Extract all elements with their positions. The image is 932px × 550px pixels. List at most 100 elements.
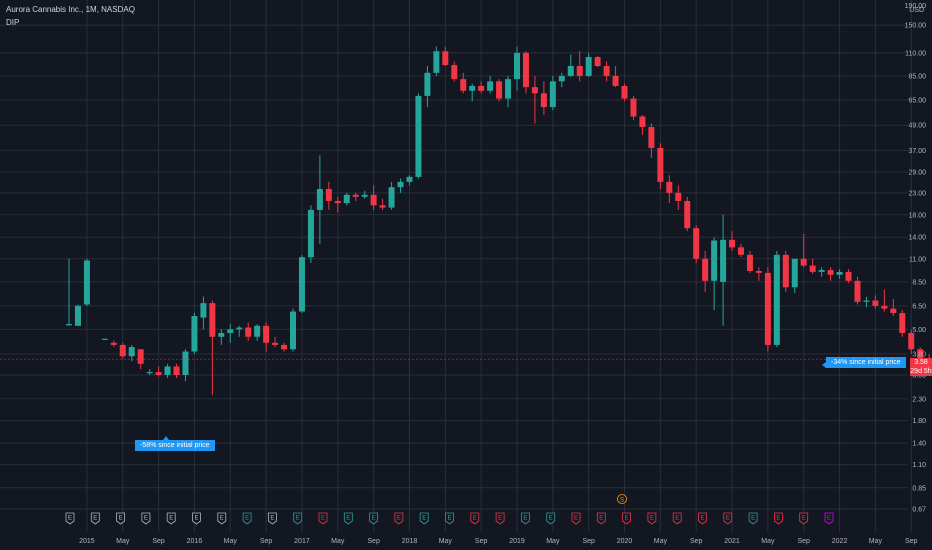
price-tick: 0.67 bbox=[912, 507, 926, 514]
candle-up bbox=[101, 338, 108, 340]
time-axis[interactable]: 2015 May Sep 2016 May Sep 2017 May Sep 2018 May Sep… bbox=[79, 538, 932, 545]
candle-up bbox=[227, 329, 234, 333]
candle-down bbox=[755, 270, 762, 273]
earnings-label: E bbox=[447, 516, 451, 522]
earnings-icon bbox=[293, 512, 303, 525]
candle-up bbox=[514, 52, 520, 80]
earnings-icon bbox=[445, 512, 454, 525]
candle-up bbox=[343, 194, 350, 204]
time-tick: 2015 bbox=[79, 538, 95, 545]
price-tick: 150.00 bbox=[905, 23, 927, 30]
candle-down bbox=[478, 85, 485, 91]
note-current-drawdown[interactable]: -34% since initial price bbox=[826, 357, 906, 368]
price-tick: 18.00 bbox=[908, 212, 926, 219]
earnings-label: E bbox=[574, 516, 578, 522]
candle-down bbox=[594, 57, 601, 66]
candle-up bbox=[433, 51, 440, 73]
earnings-icon bbox=[571, 512, 581, 525]
earnings-icon bbox=[470, 512, 480, 525]
candle-up bbox=[585, 57, 592, 76]
price-tick: 85.00 bbox=[908, 73, 926, 80]
earnings-icon bbox=[495, 512, 505, 525]
time-tick: 2022 bbox=[832, 538, 848, 545]
candle-down bbox=[603, 65, 610, 76]
candle-down bbox=[334, 200, 341, 204]
candle-down bbox=[693, 228, 700, 259]
price-tick: 14.00 bbox=[908, 235, 926, 242]
earnings-icon bbox=[824, 512, 834, 525]
earnings-label: E bbox=[498, 516, 502, 522]
price-tick: 37.00 bbox=[908, 148, 926, 155]
earnings-icon bbox=[394, 512, 404, 525]
earnings-label: E bbox=[93, 516, 97, 522]
candle-up bbox=[773, 254, 780, 345]
candle-up bbox=[200, 303, 207, 318]
earnings-icon bbox=[698, 512, 707, 525]
price-tick: 110.00 bbox=[905, 50, 926, 57]
candle-up bbox=[549, 81, 556, 108]
time-tick: May bbox=[224, 538, 238, 545]
candle-up bbox=[182, 351, 189, 375]
time-tick: Sep bbox=[152, 538, 165, 545]
time-tick: Sep bbox=[475, 538, 488, 545]
earnings-icon bbox=[369, 512, 378, 525]
time-tick: 2021 bbox=[724, 538, 740, 545]
price-tick: 8.50 bbox=[912, 279, 926, 286]
earnings-label: E bbox=[650, 516, 654, 522]
earnings-label: E bbox=[245, 516, 249, 522]
candle-up bbox=[361, 194, 368, 197]
candle-down bbox=[137, 349, 144, 364]
candle-down bbox=[809, 265, 816, 272]
candle-down bbox=[738, 247, 744, 255]
earnings-label: E bbox=[296, 516, 300, 522]
candle-down bbox=[764, 272, 771, 345]
price-tick: 1.10 bbox=[912, 462, 926, 469]
candle-up bbox=[711, 240, 718, 281]
time-tick: May bbox=[331, 538, 345, 545]
price-axis[interactable]: 150.00 110.00 85.00 65.00 49.00 37.00 29.00 23.… bbox=[905, 3, 927, 514]
currency-unit: USD bbox=[909, 7, 924, 14]
price-tick: 49.00 bbox=[908, 123, 926, 130]
candle-down bbox=[872, 300, 879, 306]
earnings-label: E bbox=[523, 516, 527, 522]
candle-down bbox=[325, 189, 332, 201]
price-tick: 6.50 bbox=[912, 303, 926, 310]
candle-down bbox=[442, 51, 449, 66]
time-tick: Sep bbox=[690, 538, 703, 545]
earnings-label: E bbox=[625, 516, 629, 522]
earnings-label: E bbox=[270, 516, 274, 522]
candle-up bbox=[863, 300, 870, 302]
earnings-label: E bbox=[119, 516, 123, 522]
earnings-icon bbox=[268, 512, 277, 525]
candle-up bbox=[469, 85, 476, 91]
candle-down bbox=[576, 65, 583, 76]
time-tick: May bbox=[761, 538, 775, 545]
candle-up bbox=[128, 347, 135, 357]
time-tick: 2016 bbox=[187, 538, 203, 545]
earnings-icon bbox=[419, 512, 429, 525]
price-tick: 5.00 bbox=[912, 327, 926, 334]
time-tick: May bbox=[869, 538, 883, 545]
candle-up bbox=[558, 75, 565, 82]
earnings-icon bbox=[217, 512, 227, 525]
note-low-drawdown[interactable]: -58% since initial price bbox=[135, 440, 215, 451]
chart-title: Aurora Cannabis Inc., 1M, NASDAQ bbox=[6, 5, 135, 14]
price-tick: 11.00 bbox=[909, 256, 926, 263]
note-current-pointer bbox=[822, 362, 826, 368]
time-tick: Sep bbox=[582, 538, 595, 545]
candle-down bbox=[917, 349, 924, 359]
candle-up bbox=[254, 325, 261, 337]
price-tick-top: 190.00 bbox=[905, 3, 927, 10]
candle-down bbox=[675, 192, 682, 201]
candle-up bbox=[316, 189, 323, 210]
indicator-label[interactable]: DIP bbox=[6, 18, 20, 27]
candle-down bbox=[908, 332, 915, 350]
candle-up bbox=[191, 316, 198, 352]
earnings-label: E bbox=[827, 516, 831, 522]
earnings-label: E bbox=[169, 516, 173, 522]
candle-up bbox=[791, 258, 798, 288]
candle-down bbox=[657, 147, 664, 182]
earnings-label: E bbox=[372, 516, 376, 522]
candle-up bbox=[74, 305, 81, 326]
